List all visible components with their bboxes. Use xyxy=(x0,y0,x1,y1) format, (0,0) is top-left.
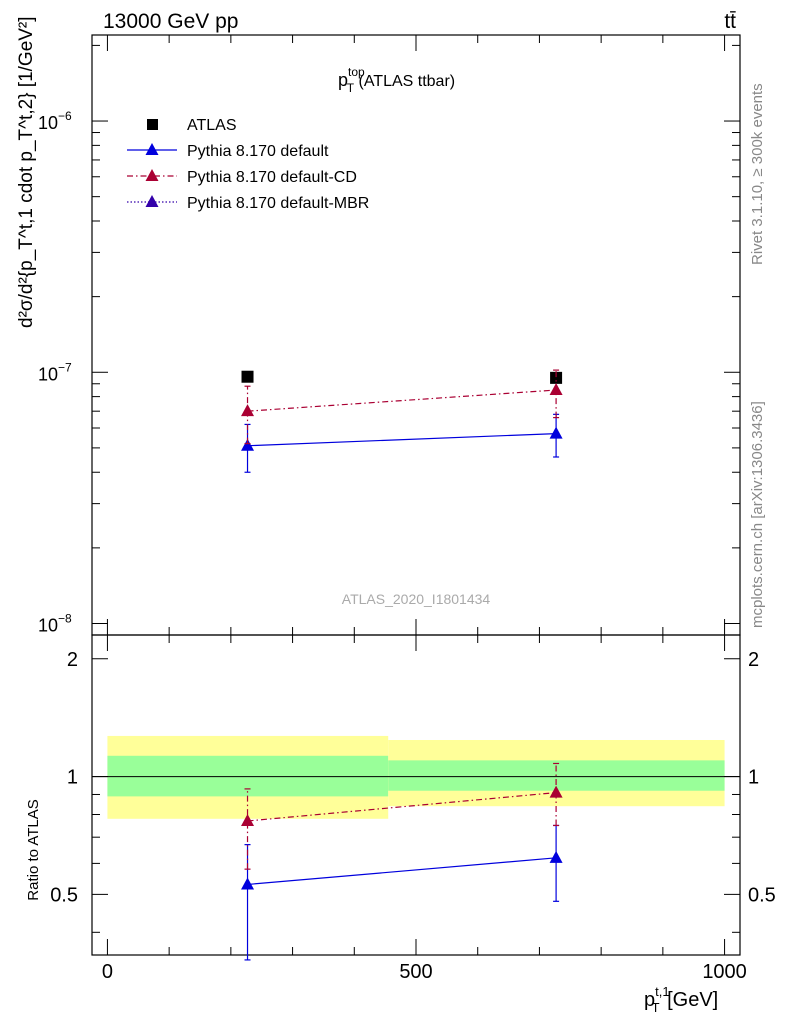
x-axis-label: pt,1 T [GeV] xyxy=(644,984,718,1015)
x-label-sub: T xyxy=(652,1000,660,1015)
y-main-tick-label: 10−6 xyxy=(38,109,72,133)
title-sub: T xyxy=(347,81,355,95)
x-label-main: p xyxy=(644,989,655,1011)
y-ratio-tick-label-right: 0.5 xyxy=(748,884,776,906)
main-series-layer xyxy=(241,369,563,473)
legend-label: Pythia 8.170 default-CD xyxy=(187,169,357,186)
series-marker-main xyxy=(549,426,563,439)
mcplots-label: mcplots.cern.ch [arXiv:1306.3436] xyxy=(749,401,766,628)
x-tick-label: 1000 xyxy=(702,961,747,983)
x-label-unit: [GeV] xyxy=(662,989,719,1011)
legend-marker-atlas xyxy=(147,119,158,130)
y-ratio-tick-label-right: 1 xyxy=(748,767,759,789)
series-marker-ratio xyxy=(549,785,563,798)
y-main-tick-exp: −7 xyxy=(58,360,72,374)
legend-label: Pythia 8.170 default xyxy=(187,143,329,160)
y-main-tick-label: 10−8 xyxy=(38,612,72,636)
y-main-tick-label: 10−7 xyxy=(38,360,72,384)
y-main-tick-base: 10 xyxy=(38,364,58,384)
legend: ATLAS Pythia 8.170 default Pythia 8.170 de… xyxy=(127,117,369,212)
plot-title: ptop T (ATLAS ttbar) xyxy=(338,65,455,95)
rivet-label: Rivet 3.1.10, ≥ 300k events xyxy=(749,83,766,265)
legend-label: Pythia 8.170 default-MBR xyxy=(187,195,369,212)
series-line-main xyxy=(247,389,557,412)
y-ratio-tick-label: 0.5 xyxy=(50,884,78,906)
main-axis-ticks: 10−810−710−6 xyxy=(38,44,740,636)
series-marker-main xyxy=(549,382,563,395)
ratio-series-layer xyxy=(241,762,563,961)
series-line-ratio xyxy=(247,791,557,822)
legend-marker xyxy=(145,143,159,155)
y-ratio-tick-label: 2 xyxy=(67,649,78,671)
legend-marker xyxy=(145,169,159,181)
legend-label: ATLAS xyxy=(187,117,237,134)
title-suffix: (ATLAS ttbar) xyxy=(354,73,455,90)
y-axis-main-label: d²σ/d²{p_T^t,1 cdot p_T^t,2} [1/GeV²] xyxy=(16,16,37,328)
y-ratio-tick-label: 1 xyxy=(67,767,78,789)
atlas-data-point xyxy=(241,370,254,383)
y-axis-ratio-label: Ratio to ATLAS xyxy=(25,799,42,900)
title-sup: top xyxy=(348,65,365,79)
header-energy-label: 13000 GeV pp xyxy=(103,10,238,33)
y-main-tick-exp: −6 xyxy=(58,109,72,123)
y-main-tick-base: 10 xyxy=(38,616,58,636)
ratio-axis-ticks: 0.5 0.5 1 1 2 2 xyxy=(50,649,776,933)
ratio-uncertainty-bands xyxy=(92,735,740,819)
x-tick-label: 500 xyxy=(399,961,432,983)
legend-marker xyxy=(145,195,159,207)
analysis-watermark: ATLAS_2020_I1801434 xyxy=(342,591,491,607)
x-axis-ticks: 0 500 1000 xyxy=(102,35,747,983)
x-label-sup: t,1 xyxy=(655,984,669,999)
series-line-main xyxy=(247,433,557,447)
series-marker-ratio xyxy=(241,813,255,826)
x-tick-label: 0 xyxy=(102,961,113,983)
series-line-ratio xyxy=(247,857,557,886)
series-marker-main xyxy=(241,438,255,451)
y-main-tick-base: 10 xyxy=(38,113,58,133)
y-ratio-tick-label-right: 2 xyxy=(748,649,759,671)
series-marker-ratio xyxy=(241,877,255,890)
atlas-data-point xyxy=(550,371,563,384)
series-marker-main xyxy=(241,404,255,417)
series-marker-ratio xyxy=(549,850,563,863)
y-main-tick-exp: −8 xyxy=(58,612,72,626)
title-main: p xyxy=(338,70,348,90)
header-process-label: tt̄ xyxy=(724,10,736,33)
